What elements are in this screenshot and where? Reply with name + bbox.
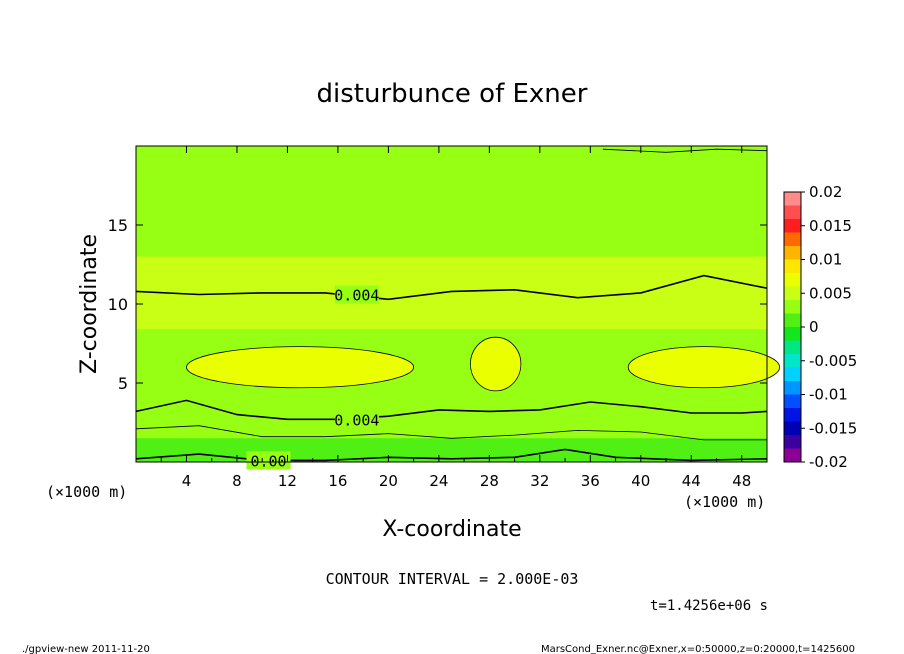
x-tick-label: 32 <box>530 472 549 490</box>
contour-label: 0.004 <box>334 411 379 429</box>
x-tick-label: 24 <box>429 472 448 490</box>
colorbar-segment <box>784 192 801 206</box>
x-axis: 4 8 12 16 20 24 28 32 36 40 44 48 <box>160 146 751 490</box>
field-maximum-3 <box>627 346 781 389</box>
x-axis-label: X-coordinate <box>382 517 521 542</box>
colorbar-segment <box>784 421 801 436</box>
colorbar-segment <box>784 286 801 301</box>
x-unit-right: (×1000 m) <box>684 493 765 511</box>
y-axis: 5 10 15 <box>108 216 767 393</box>
colorbar-segment <box>784 313 801 328</box>
x-tick-label: 36 <box>581 472 600 490</box>
colorbar-segment <box>784 219 801 233</box>
field-band-low <box>136 411 767 439</box>
colorbar-segment <box>784 367 801 382</box>
x-tick-label: 40 <box>631 472 650 490</box>
colorbar-tick-label: 0.005 <box>809 284 852 302</box>
colorbar-segment <box>784 259 801 274</box>
colorbar-tick-label: 0.01 <box>809 251 842 269</box>
colorbar-segment <box>784 246 801 260</box>
contour-line-lower <box>135 399 768 421</box>
colorbar-tick-label: 0.015 <box>809 217 852 235</box>
contour-label-bg <box>246 451 291 470</box>
chart-title: disturbunce of Exner <box>317 79 588 109</box>
x-tick-label: 12 <box>278 472 297 490</box>
field-maximum-2 <box>470 336 522 392</box>
y-tick-label: 15 <box>108 216 128 235</box>
x-tick-label: 48 <box>732 472 751 490</box>
colorbar-segment <box>784 273 801 287</box>
colorbar-segment <box>784 394 801 409</box>
colorbar: 0.02 0.015 0.01 0.005 0 -0.005 -0.01 -0.015 -0.0… <box>783 183 857 471</box>
y-tick-label: 10 <box>108 295 128 314</box>
colorbar-tick-label: -0.015 <box>809 419 857 437</box>
y-tick-label: 5 <box>118 374 128 393</box>
colorbar-segment <box>784 327 801 341</box>
plot-area: 0.004 0.004 0.00 <box>135 145 781 470</box>
contour-label-bg <box>334 410 379 429</box>
time-label: t=1.4256e+06 s <box>650 598 768 614</box>
contour-label: 0.00 <box>250 452 286 470</box>
y-axis-label: Z-coordinate <box>77 234 102 374</box>
colorbar-segment <box>784 205 801 220</box>
x-tick-label: 16 <box>328 472 347 490</box>
colorbar-segment <box>784 435 801 449</box>
colorbar-segment <box>784 408 801 422</box>
colorbar-segment <box>784 340 801 355</box>
colorbar-segment <box>784 448 801 463</box>
field-maximum-1 <box>186 346 415 389</box>
colorbar-tick-label: -0.02 <box>809 453 848 471</box>
x-unit-left: (×1000 m) <box>46 483 127 501</box>
x-tick-label: 28 <box>480 472 499 490</box>
colorbar-tick-label: 0 <box>809 318 819 336</box>
colorbar-tick-label: -0.01 <box>809 386 848 404</box>
x-tick-label: 8 <box>232 472 242 490</box>
colorbar-segment <box>784 354 801 368</box>
contour-interval-text: CONTOUR INTERVAL = 2.000E-03 <box>326 570 579 588</box>
footer-left: ./gpview-new 2011-11-20 <box>22 644 150 654</box>
x-tick-label: 4 <box>182 472 192 490</box>
contour-label: 0.004 <box>334 287 379 305</box>
contour-label-bg <box>334 285 379 304</box>
contour-line-upper <box>135 274 768 301</box>
colorbar-segment <box>784 381 801 395</box>
colorbar-tick-label: -0.005 <box>809 352 857 370</box>
x-tick-label: 44 <box>682 472 701 490</box>
footer-right: MarsCond_Exner.nc@Exner,x=0:50000,z=0:20… <box>541 644 855 654</box>
contour-line-thin <box>135 425 767 441</box>
colorbar-segment <box>784 300 801 314</box>
colorbar-tick-label: 0.02 <box>809 183 842 201</box>
colorbar-segment <box>784 232 801 247</box>
x-tick-label: 20 <box>379 472 398 490</box>
